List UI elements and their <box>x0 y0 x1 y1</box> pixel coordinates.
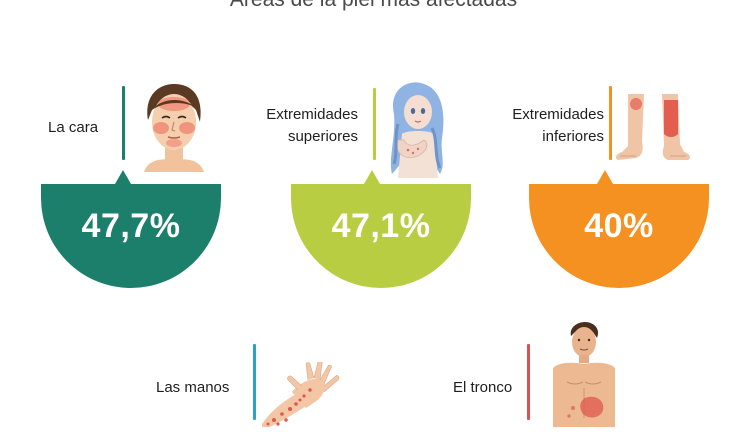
area-lower-limbs-label-line1: Extremidades <box>512 106 604 123</box>
area-lower-limbs-value: 40% <box>584 207 654 245</box>
area-face-badge: 47,7% <box>41 170 221 288</box>
area-upper-limbs-label-line1: Extremidades <box>266 106 358 123</box>
area-lower-limbs-label-line2: inferiores <box>542 128 604 145</box>
area-lower-limbs-badge: 40% <box>529 170 709 288</box>
area-lower-limbs-divider <box>609 86 612 160</box>
area-upper-limbs-value: 47,1% <box>331 207 431 245</box>
area-face-divider <box>122 86 125 160</box>
lower-limbs-icon <box>614 94 694 171</box>
hand-icon <box>262 360 342 432</box>
infographic-title: Áreas de la piel más afectadas <box>0 0 747 12</box>
area-hands-divider <box>253 344 256 420</box>
area-face-label: La cara <box>48 119 99 136</box>
area-hands-label: Las manos <box>156 379 230 396</box>
area-upper-limbs-badge: 47,1% <box>291 170 471 288</box>
area-upper-limbs-divider <box>373 88 376 160</box>
area-upper-limbs-badge-shape <box>291 170 471 288</box>
area-lower-limbs-badge-shape <box>529 170 709 288</box>
area-torso-label: El tronco <box>453 379 513 396</box>
torso-icon <box>545 322 623 432</box>
area-face-badge-shape <box>41 170 221 288</box>
area-torso-divider <box>527 344 530 420</box>
upper-limbs-icon <box>384 78 450 185</box>
area-face-value: 47,7% <box>81 207 181 245</box>
face-icon <box>138 80 210 177</box>
area-upper-limbs-label-line2: superiores <box>287 128 358 145</box>
